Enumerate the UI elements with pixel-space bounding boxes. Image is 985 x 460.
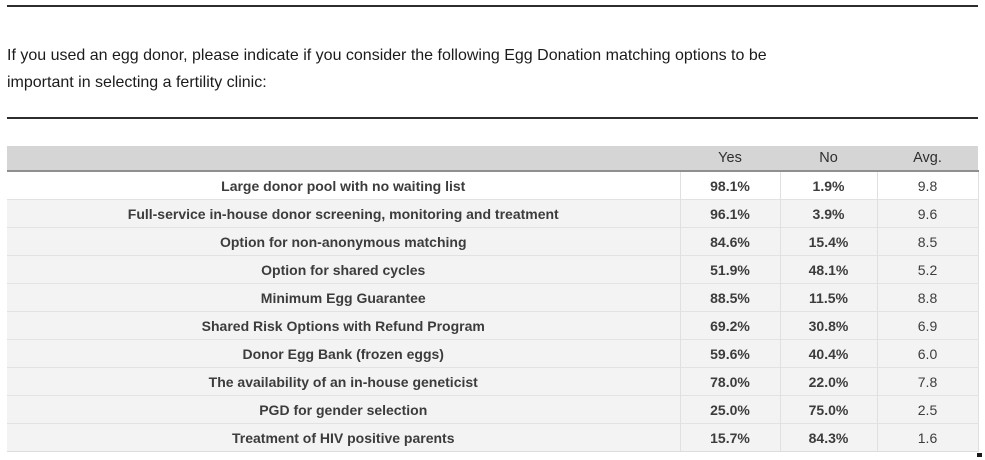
yes-value-cell: 25.0% (679, 395, 780, 424)
survey-page: If you used an egg donor, please indicat… (0, 5, 985, 452)
no-value-cell: 15.4% (779, 227, 877, 256)
table-row: Treatment of HIV positive parents 15.7% 84… (7, 423, 979, 452)
avg-value-cell: 9.8 (876, 171, 979, 200)
avg-value-cell: 6.9 (876, 311, 979, 340)
row-label-cell: Donor Egg Bank (frozen eggs) (7, 339, 680, 368)
survey-question: If you used an egg donor, please indicat… (7, 42, 978, 96)
top-rule (7, 5, 978, 7)
row-label-cell: Large donor pool with no waiting list (221, 177, 466, 194)
row-label-cell: PGD for gender selection (7, 395, 680, 424)
results-table-body: Large donor pool with no waiting list 98.… (7, 171, 979, 452)
yes-value-cell: 84.6% (679, 227, 780, 256)
table-row: Shared Risk Options with Refund Program 6… (7, 311, 979, 340)
column-header-avg: Avg. (877, 146, 978, 172)
column-header-blank (7, 146, 680, 172)
no-value-cell: 84.3% (779, 423, 877, 452)
row-label-cell: Option for shared cycles (7, 255, 680, 284)
no-value-cell: 40.4% (779, 339, 877, 368)
table-header-row: Yes No Avg. (7, 146, 978, 172)
no-value-cell: 30.8% (779, 311, 877, 340)
table-row: Donor Egg Bank (frozen eggs) 59.6% 40.4% 6.… (7, 339, 979, 368)
table-row: Minimum Egg Guarantee 88.5% 11.5% 8.8 (7, 283, 979, 312)
table-row: The availability of an in-house genetici… (7, 367, 979, 396)
avg-value-cell: 2.5 (876, 395, 979, 424)
yes-value-cell: 96.1% (679, 199, 780, 228)
column-header-yes: Yes (680, 146, 780, 172)
column-header-no: No (780, 146, 877, 172)
avg-value-cell: 7.8 (876, 367, 979, 396)
row-label-cell: Option for non-anonymous matching (7, 227, 680, 256)
row-label-cell: Treatment of HIV positive parents (7, 423, 680, 452)
no-value-cell: 11.5% (779, 283, 877, 312)
avg-value-cell: 6.0 (876, 339, 979, 368)
question-line-1: If you used an egg donor, please indicat… (7, 47, 767, 64)
no-value-cell: 75.0% (779, 395, 877, 424)
question-line-2: important in selecting a fertility clini… (7, 74, 267, 91)
yes-value-cell: 98.1% (679, 171, 780, 200)
no-value-cell: 48.1% (779, 255, 877, 284)
question-divider (7, 117, 978, 119)
row-label-cell: Full-service in-house donor screening, m… (7, 199, 680, 228)
avg-value-cell: 1.6 (876, 423, 979, 452)
yes-value-cell: 59.6% (679, 339, 780, 368)
row-label-cell: Minimum Egg Guarantee (7, 283, 680, 312)
avg-value-cell: 9.6 (876, 199, 979, 228)
avg-value-cell: 5.2 (876, 255, 979, 284)
table-row: Full-service in-house donor screening, m… (7, 199, 979, 228)
no-value-cell: 3.9% (779, 199, 877, 228)
row-label-cell: Shared Risk Options with Refund Program (7, 311, 680, 340)
row-label-cell: The availability of an in-house genetici… (7, 367, 680, 396)
no-value-cell: 1.9% (779, 171, 877, 200)
yes-value-cell: 51.9% (679, 255, 780, 284)
yes-value-cell: 15.7% (679, 423, 780, 452)
table-row: PGD for gender selection 25.0% 75.0% 2.5 (7, 395, 979, 424)
yes-value-cell: 88.5% (679, 283, 780, 312)
table-row: Large donor pool with no waiting list 98.… (7, 171, 979, 200)
page-artifact-mark (977, 453, 982, 457)
avg-value-cell: 8.8 (876, 283, 979, 312)
no-value-cell: 22.0% (779, 367, 877, 396)
avg-value-cell: 8.5 (876, 227, 979, 256)
yes-value-cell: 69.2% (679, 311, 780, 340)
table-row: Option for non-anonymous matching 84.6% 15… (7, 227, 979, 256)
results-table: Yes No Avg. Large donor pool with no wai… (7, 146, 979, 452)
table-row: Option for shared cycles 51.9% 48.1% 5.2 (7, 255, 979, 284)
yes-value-cell: 78.0% (679, 367, 780, 396)
